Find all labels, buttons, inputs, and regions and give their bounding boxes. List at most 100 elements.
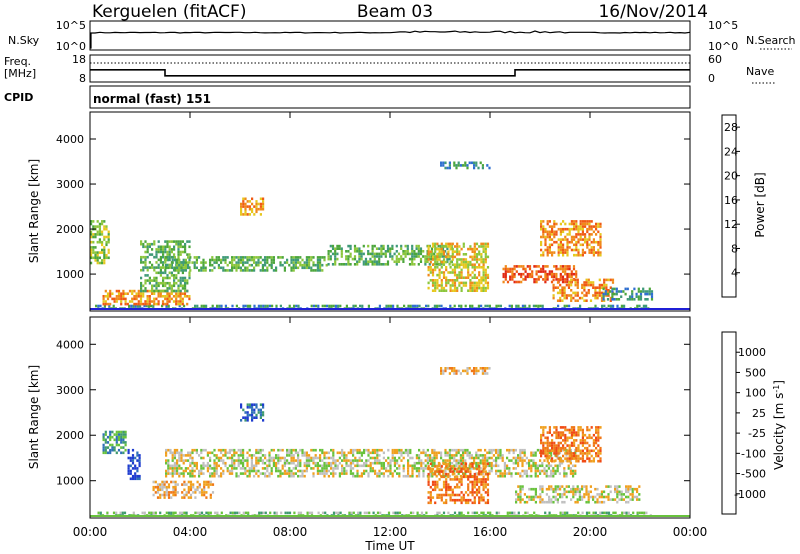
heatmap-cell <box>615 287 618 291</box>
heatmap-cell <box>101 251 104 254</box>
heatmap-cell <box>356 472 359 475</box>
heatmap-cell <box>170 480 173 484</box>
heatmap-cell <box>242 269 245 272</box>
heatmap-cell <box>464 263 468 266</box>
heatmap-cell <box>558 451 561 455</box>
heatmap-cell <box>448 454 451 457</box>
heatmap-cell <box>436 465 439 468</box>
heatmap-cell <box>478 266 481 269</box>
heatmap-cell <box>342 263 346 266</box>
heatmap-cell <box>170 289 173 293</box>
heatmap-cell <box>611 287 614 291</box>
heatmap-cell <box>447 462 450 466</box>
heatmap-cell <box>573 441 576 445</box>
heatmap-cell <box>213 469 216 473</box>
heatmap-cell <box>614 511 617 515</box>
heatmap-cell <box>134 477 137 481</box>
heatmap-cell <box>521 498 524 501</box>
heatmap-cell <box>113 433 116 436</box>
heatmap-cell <box>586 446 589 450</box>
heatmap-cell <box>198 485 201 489</box>
heatmap-cell <box>446 459 449 462</box>
heatmap-cell <box>451 242 454 246</box>
heatmap-cell <box>546 457 549 460</box>
heatmap-cell <box>540 449 543 453</box>
heatmap-cell <box>235 304 238 308</box>
heatmap-cell <box>389 467 392 470</box>
heatmap-cell <box>528 459 531 462</box>
heatmap-cell <box>555 222 558 226</box>
heatmap-cell <box>94 251 97 254</box>
heatmap-cell <box>200 491 204 494</box>
heatmap-cell <box>451 369 454 373</box>
heatmap-cell <box>153 242 156 246</box>
heatmap-cell <box>189 488 193 492</box>
heatmap-cell <box>440 372 443 375</box>
heatmap-cell <box>581 296 584 300</box>
heatmap-cell <box>544 441 547 445</box>
heatmap-cell <box>155 250 158 254</box>
heatmap-cell <box>165 488 168 492</box>
heatmap-cell <box>215 256 218 259</box>
heatmap-cell <box>551 230 554 234</box>
heatmap-cell <box>448 461 451 465</box>
heatmap-cell <box>109 430 112 434</box>
heatmap-cell <box>203 483 206 486</box>
heatmap-cell <box>179 245 182 249</box>
heatmap-cell <box>297 454 300 457</box>
heatmap-cell <box>563 286 566 289</box>
heatmap-cell <box>495 456 498 460</box>
heatmap-cell <box>122 430 125 434</box>
heatmap-cell <box>482 279 485 282</box>
heatmap-cell <box>575 272 578 276</box>
heatmap-cell <box>570 428 573 432</box>
heatmap-cell <box>297 474 300 478</box>
heatmap-cell <box>536 464 539 468</box>
heatmap-cell <box>600 286 604 289</box>
heatmap-cell <box>587 278 590 282</box>
heatmap-cell <box>183 295 187 298</box>
heatmap-cell <box>395 250 398 253</box>
heatmap-cell <box>513 275 516 279</box>
heatmap-cell <box>177 287 180 290</box>
heatmap-cell <box>613 292 616 296</box>
heatmap-cell <box>551 227 554 231</box>
heatmap-cell <box>563 474 566 478</box>
heatmap-cell <box>413 255 416 258</box>
heatmap-cell <box>268 451 271 455</box>
heatmap-cell <box>424 255 427 258</box>
heatmap-cell <box>402 464 405 468</box>
heatmap-cell <box>464 451 467 455</box>
heatmap-cell <box>557 243 560 247</box>
heatmap-cell <box>142 295 145 298</box>
heatmap-cell <box>157 248 160 251</box>
heatmap-cell <box>277 454 280 457</box>
heatmap-cell <box>362 252 365 256</box>
heatmap-cell <box>139 297 143 301</box>
heatmap-cell <box>462 260 465 264</box>
heatmap-cell <box>462 164 465 167</box>
heatmap-cell <box>559 248 562 252</box>
heatmap-cell <box>374 469 377 473</box>
heatmap-cell <box>521 448 524 452</box>
heatmap-cell <box>308 511 311 515</box>
heatmap-cell <box>600 500 603 504</box>
heatmap-cell <box>131 459 135 462</box>
heatmap-cell <box>599 457 602 460</box>
heatmap-cell <box>253 269 256 272</box>
heatmap-cell <box>378 255 381 258</box>
heatmap-cell <box>224 261 227 264</box>
heatmap-cell <box>220 261 223 264</box>
heatmap-cell <box>556 485 559 488</box>
heatmap-cell <box>477 448 480 452</box>
velocity-panel-frame <box>89 316 691 519</box>
heatmap-cell <box>544 278 547 281</box>
heatmap-cell <box>186 253 189 256</box>
heatmap-cell <box>349 247 352 250</box>
heatmap-cell <box>564 439 567 442</box>
heatmap-cell <box>152 480 155 484</box>
heatmap-cell <box>148 253 151 256</box>
heatmap-cell <box>556 299 560 302</box>
heatmap-cell <box>259 197 262 201</box>
heatmap-cell <box>189 456 192 460</box>
